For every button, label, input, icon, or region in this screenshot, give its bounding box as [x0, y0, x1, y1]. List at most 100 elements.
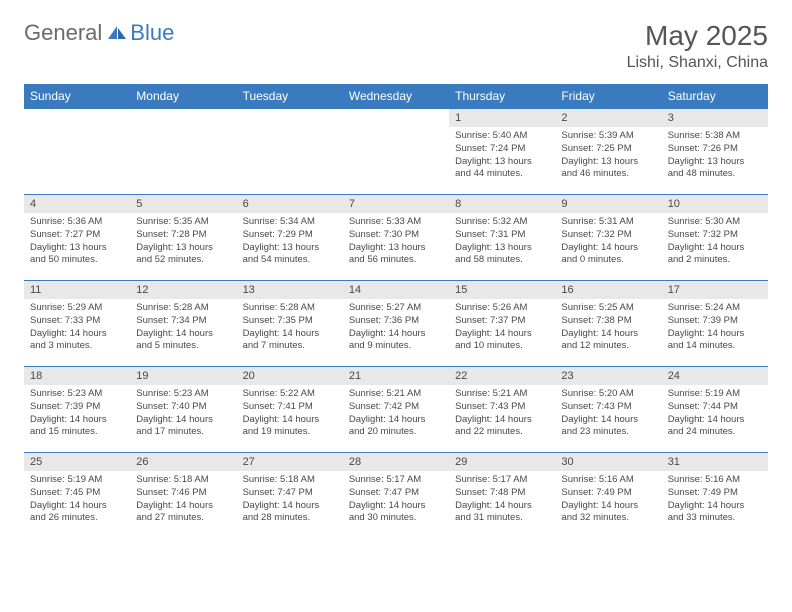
daylight-line: Daylight: 14 hours and 0 minutes.: [561, 242, 655, 268]
sunset-line: Sunset: 7:47 PM: [243, 487, 337, 500]
page-header: General Blue May 2025 Lishi, Shanxi, Chi…: [24, 20, 768, 72]
sunrise-line: Sunrise: 5:34 AM: [243, 216, 337, 229]
calendar-cell: 15Sunrise: 5:26 AMSunset: 7:37 PMDayligh…: [449, 281, 555, 367]
day-number: 25: [24, 453, 130, 471]
daylight-line: Daylight: 14 hours and 22 minutes.: [455, 414, 549, 440]
calendar-cell: 10Sunrise: 5:30 AMSunset: 7:32 PMDayligh…: [662, 195, 768, 281]
sunset-line: Sunset: 7:46 PM: [136, 487, 230, 500]
calendar-cell: 14Sunrise: 5:27 AMSunset: 7:36 PMDayligh…: [343, 281, 449, 367]
day-info: Sunrise: 5:17 AMSunset: 7:47 PMDaylight:…: [343, 471, 449, 531]
sunrise-line: Sunrise: 5:17 AM: [349, 474, 443, 487]
sunrise-line: Sunrise: 5:16 AM: [561, 474, 655, 487]
day-number: 24: [662, 367, 768, 385]
day-number: 4: [24, 195, 130, 213]
sunrise-line: Sunrise: 5:28 AM: [243, 302, 337, 315]
calendar-cell: [130, 109, 236, 195]
sunset-line: Sunset: 7:47 PM: [349, 487, 443, 500]
day-info: Sunrise: 5:23 AMSunset: 7:40 PMDaylight:…: [130, 385, 236, 445]
sunrise-line: Sunrise: 5:17 AM: [455, 474, 549, 487]
calendar-cell: 20Sunrise: 5:22 AMSunset: 7:41 PMDayligh…: [237, 367, 343, 453]
day-info: Sunrise: 5:26 AMSunset: 7:37 PMDaylight:…: [449, 299, 555, 359]
sunrise-line: Sunrise: 5:25 AM: [561, 302, 655, 315]
sunset-line: Sunset: 7:44 PM: [668, 401, 762, 414]
daylight-line: Daylight: 14 hours and 17 minutes.: [136, 414, 230, 440]
calendar-week-row: 18Sunrise: 5:23 AMSunset: 7:39 PMDayligh…: [24, 367, 768, 453]
day-info: Sunrise: 5:33 AMSunset: 7:30 PMDaylight:…: [343, 213, 449, 273]
title-block: May 2025 Lishi, Shanxi, China: [627, 20, 768, 72]
sunrise-line: Sunrise: 5:19 AM: [668, 388, 762, 401]
day-info: Sunrise: 5:39 AMSunset: 7:25 PMDaylight:…: [555, 127, 661, 187]
sunset-line: Sunset: 7:25 PM: [561, 143, 655, 156]
weekday-header: Wednesday: [343, 84, 449, 109]
day-info: Sunrise: 5:35 AMSunset: 7:28 PMDaylight:…: [130, 213, 236, 273]
sunset-line: Sunset: 7:37 PM: [455, 315, 549, 328]
day-info: Sunrise: 5:25 AMSunset: 7:38 PMDaylight:…: [555, 299, 661, 359]
sunrise-line: Sunrise: 5:18 AM: [136, 474, 230, 487]
day-number: 30: [555, 453, 661, 471]
calendar-cell: 13Sunrise: 5:28 AMSunset: 7:35 PMDayligh…: [237, 281, 343, 367]
sunset-line: Sunset: 7:45 PM: [30, 487, 124, 500]
sunrise-line: Sunrise: 5:38 AM: [668, 130, 762, 143]
sunrise-line: Sunrise: 5:20 AM: [561, 388, 655, 401]
daylight-line: Daylight: 14 hours and 19 minutes.: [243, 414, 337, 440]
day-info: Sunrise: 5:24 AMSunset: 7:39 PMDaylight:…: [662, 299, 768, 359]
day-info: Sunrise: 5:19 AMSunset: 7:44 PMDaylight:…: [662, 385, 768, 445]
day-number: 1: [449, 109, 555, 127]
calendar-cell: 8Sunrise: 5:32 AMSunset: 7:31 PMDaylight…: [449, 195, 555, 281]
sunrise-line: Sunrise: 5:39 AM: [561, 130, 655, 143]
calendar-cell: [343, 109, 449, 195]
weekday-header: Thursday: [449, 84, 555, 109]
daylight-line: Daylight: 14 hours and 12 minutes.: [561, 328, 655, 354]
sunset-line: Sunset: 7:24 PM: [455, 143, 549, 156]
calendar-week-row: 25Sunrise: 5:19 AMSunset: 7:45 PMDayligh…: [24, 453, 768, 539]
sunset-line: Sunset: 7:28 PM: [136, 229, 230, 242]
day-info: Sunrise: 5:28 AMSunset: 7:35 PMDaylight:…: [237, 299, 343, 359]
day-info: Sunrise: 5:23 AMSunset: 7:39 PMDaylight:…: [24, 385, 130, 445]
daylight-line: Daylight: 14 hours and 3 minutes.: [30, 328, 124, 354]
daylight-line: Daylight: 13 hours and 48 minutes.: [668, 156, 762, 182]
day-info: Sunrise: 5:22 AMSunset: 7:41 PMDaylight:…: [237, 385, 343, 445]
calendar-week-row: 1Sunrise: 5:40 AMSunset: 7:24 PMDaylight…: [24, 109, 768, 195]
sunset-line: Sunset: 7:39 PM: [30, 401, 124, 414]
daylight-line: Daylight: 14 hours and 33 minutes.: [668, 500, 762, 526]
daylight-line: Daylight: 14 hours and 20 minutes.: [349, 414, 443, 440]
sunset-line: Sunset: 7:32 PM: [561, 229, 655, 242]
calendar-cell: 19Sunrise: 5:23 AMSunset: 7:40 PMDayligh…: [130, 367, 236, 453]
sunset-line: Sunset: 7:32 PM: [668, 229, 762, 242]
day-info: Sunrise: 5:32 AMSunset: 7:31 PMDaylight:…: [449, 213, 555, 273]
day-number: 12: [130, 281, 236, 299]
day-info: Sunrise: 5:27 AMSunset: 7:36 PMDaylight:…: [343, 299, 449, 359]
calendar-cell: 7Sunrise: 5:33 AMSunset: 7:30 PMDaylight…: [343, 195, 449, 281]
day-number: 26: [130, 453, 236, 471]
sunrise-line: Sunrise: 5:21 AM: [455, 388, 549, 401]
daylight-line: Daylight: 13 hours and 46 minutes.: [561, 156, 655, 182]
day-number: 8: [449, 195, 555, 213]
sunrise-line: Sunrise: 5:18 AM: [243, 474, 337, 487]
calendar-cell: 23Sunrise: 5:20 AMSunset: 7:43 PMDayligh…: [555, 367, 661, 453]
daylight-line: Daylight: 14 hours and 14 minutes.: [668, 328, 762, 354]
day-number: 10: [662, 195, 768, 213]
sunrise-line: Sunrise: 5:21 AM: [349, 388, 443, 401]
calendar-cell: 25Sunrise: 5:19 AMSunset: 7:45 PMDayligh…: [24, 453, 130, 539]
day-info: Sunrise: 5:28 AMSunset: 7:34 PMDaylight:…: [130, 299, 236, 359]
day-number: 14: [343, 281, 449, 299]
calendar-cell: 24Sunrise: 5:19 AMSunset: 7:44 PMDayligh…: [662, 367, 768, 453]
sunrise-line: Sunrise: 5:23 AM: [30, 388, 124, 401]
calendar-cell: 17Sunrise: 5:24 AMSunset: 7:39 PMDayligh…: [662, 281, 768, 367]
day-number: 29: [449, 453, 555, 471]
calendar-cell: 22Sunrise: 5:21 AMSunset: 7:43 PMDayligh…: [449, 367, 555, 453]
sunrise-line: Sunrise: 5:28 AM: [136, 302, 230, 315]
calendar-cell: 30Sunrise: 5:16 AMSunset: 7:49 PMDayligh…: [555, 453, 661, 539]
daylight-line: Daylight: 13 hours and 44 minutes.: [455, 156, 549, 182]
logo: General Blue: [24, 20, 174, 46]
day-number: 28: [343, 453, 449, 471]
calendar-week-row: 4Sunrise: 5:36 AMSunset: 7:27 PMDaylight…: [24, 195, 768, 281]
sunrise-line: Sunrise: 5:30 AM: [668, 216, 762, 229]
daylight-line: Daylight: 14 hours and 30 minutes.: [349, 500, 443, 526]
daylight-line: Daylight: 14 hours and 23 minutes.: [561, 414, 655, 440]
daylight-line: Daylight: 14 hours and 32 minutes.: [561, 500, 655, 526]
daylight-line: Daylight: 13 hours and 54 minutes.: [243, 242, 337, 268]
sunrise-line: Sunrise: 5:24 AM: [668, 302, 762, 315]
day-info: Sunrise: 5:20 AMSunset: 7:43 PMDaylight:…: [555, 385, 661, 445]
day-info: Sunrise: 5:18 AMSunset: 7:46 PMDaylight:…: [130, 471, 236, 531]
